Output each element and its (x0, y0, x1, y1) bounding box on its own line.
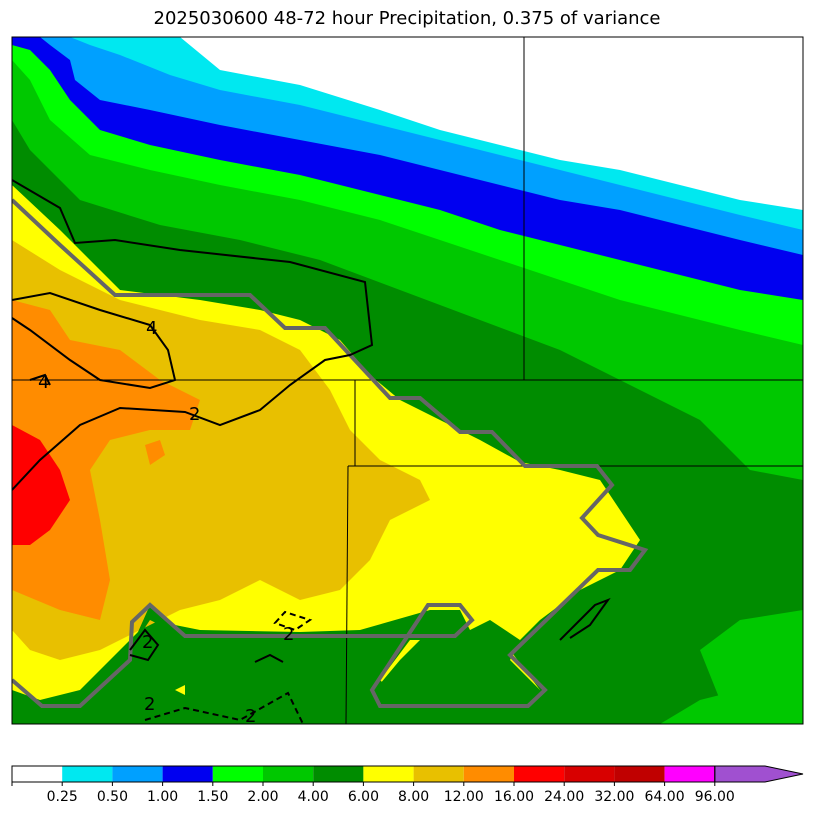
precip-band-0.25-0.5 (180, 37, 803, 210)
colorbar-tick-label: 64.00 (645, 789, 685, 805)
colorbar-tick-label: 0.25 (47, 789, 78, 805)
colorbar-tick-label: 32.00 (594, 789, 634, 805)
colorbar-tick-label: 6.00 (348, 789, 379, 805)
colorbar-swatch (363, 766, 414, 782)
precipitation-map: 4 2 4 2 2 2 2 (11, 36, 804, 727)
colorbar-swatch (12, 766, 63, 782)
contour-label: 2 (144, 694, 155, 715)
contour-label: 2 (189, 404, 200, 425)
contour-label: 4 (38, 372, 49, 393)
colorbar-swatch (614, 766, 665, 782)
colorbar-tick-label: 24.00 (544, 789, 584, 805)
colorbar-swatch (112, 766, 163, 782)
contour-label: 2 (283, 624, 294, 645)
colorbar-tick-label: 16.00 (494, 789, 534, 805)
colorbar-tick-label: 0.50 (97, 789, 128, 805)
contour-label: 2 (142, 632, 153, 653)
colorbar-swatch (463, 766, 514, 782)
colorbar-tick-label: 2.00 (247, 789, 278, 805)
colorbar-swatch (564, 766, 615, 782)
colorbar-tick-label: 12.00 (444, 789, 484, 805)
colorbar-tick-label: 1.00 (147, 789, 178, 805)
colorbar-swatch (263, 766, 314, 782)
contour-label: 4 (146, 318, 157, 339)
contour-label: 2 (245, 706, 256, 727)
colorbar-tick-label: 96.00 (695, 789, 735, 805)
precip-band-12-16 (12, 240, 430, 660)
colorbar-tick-label: 1.50 (197, 789, 228, 805)
colorbar-swatch (162, 766, 213, 782)
colorbar-swatch (62, 766, 113, 782)
terrain-outline (12, 198, 649, 708)
colorbar-swatch-extend (714, 765, 804, 783)
colorbar-swatch (413, 766, 464, 782)
colorbar-swatch (664, 766, 715, 782)
map-title: 2025030600 48-72 hour Precipitation, 0.3… (153, 8, 661, 29)
precip-band-24-32 (12, 425, 70, 545)
colorbar-swatch (313, 766, 364, 782)
colorbar-swatch (212, 766, 263, 782)
colorbar-tick-label: 4.00 (298, 789, 329, 805)
colorbar-tick-label: 8.00 (398, 789, 429, 805)
colorbar-swatch (514, 766, 565, 782)
